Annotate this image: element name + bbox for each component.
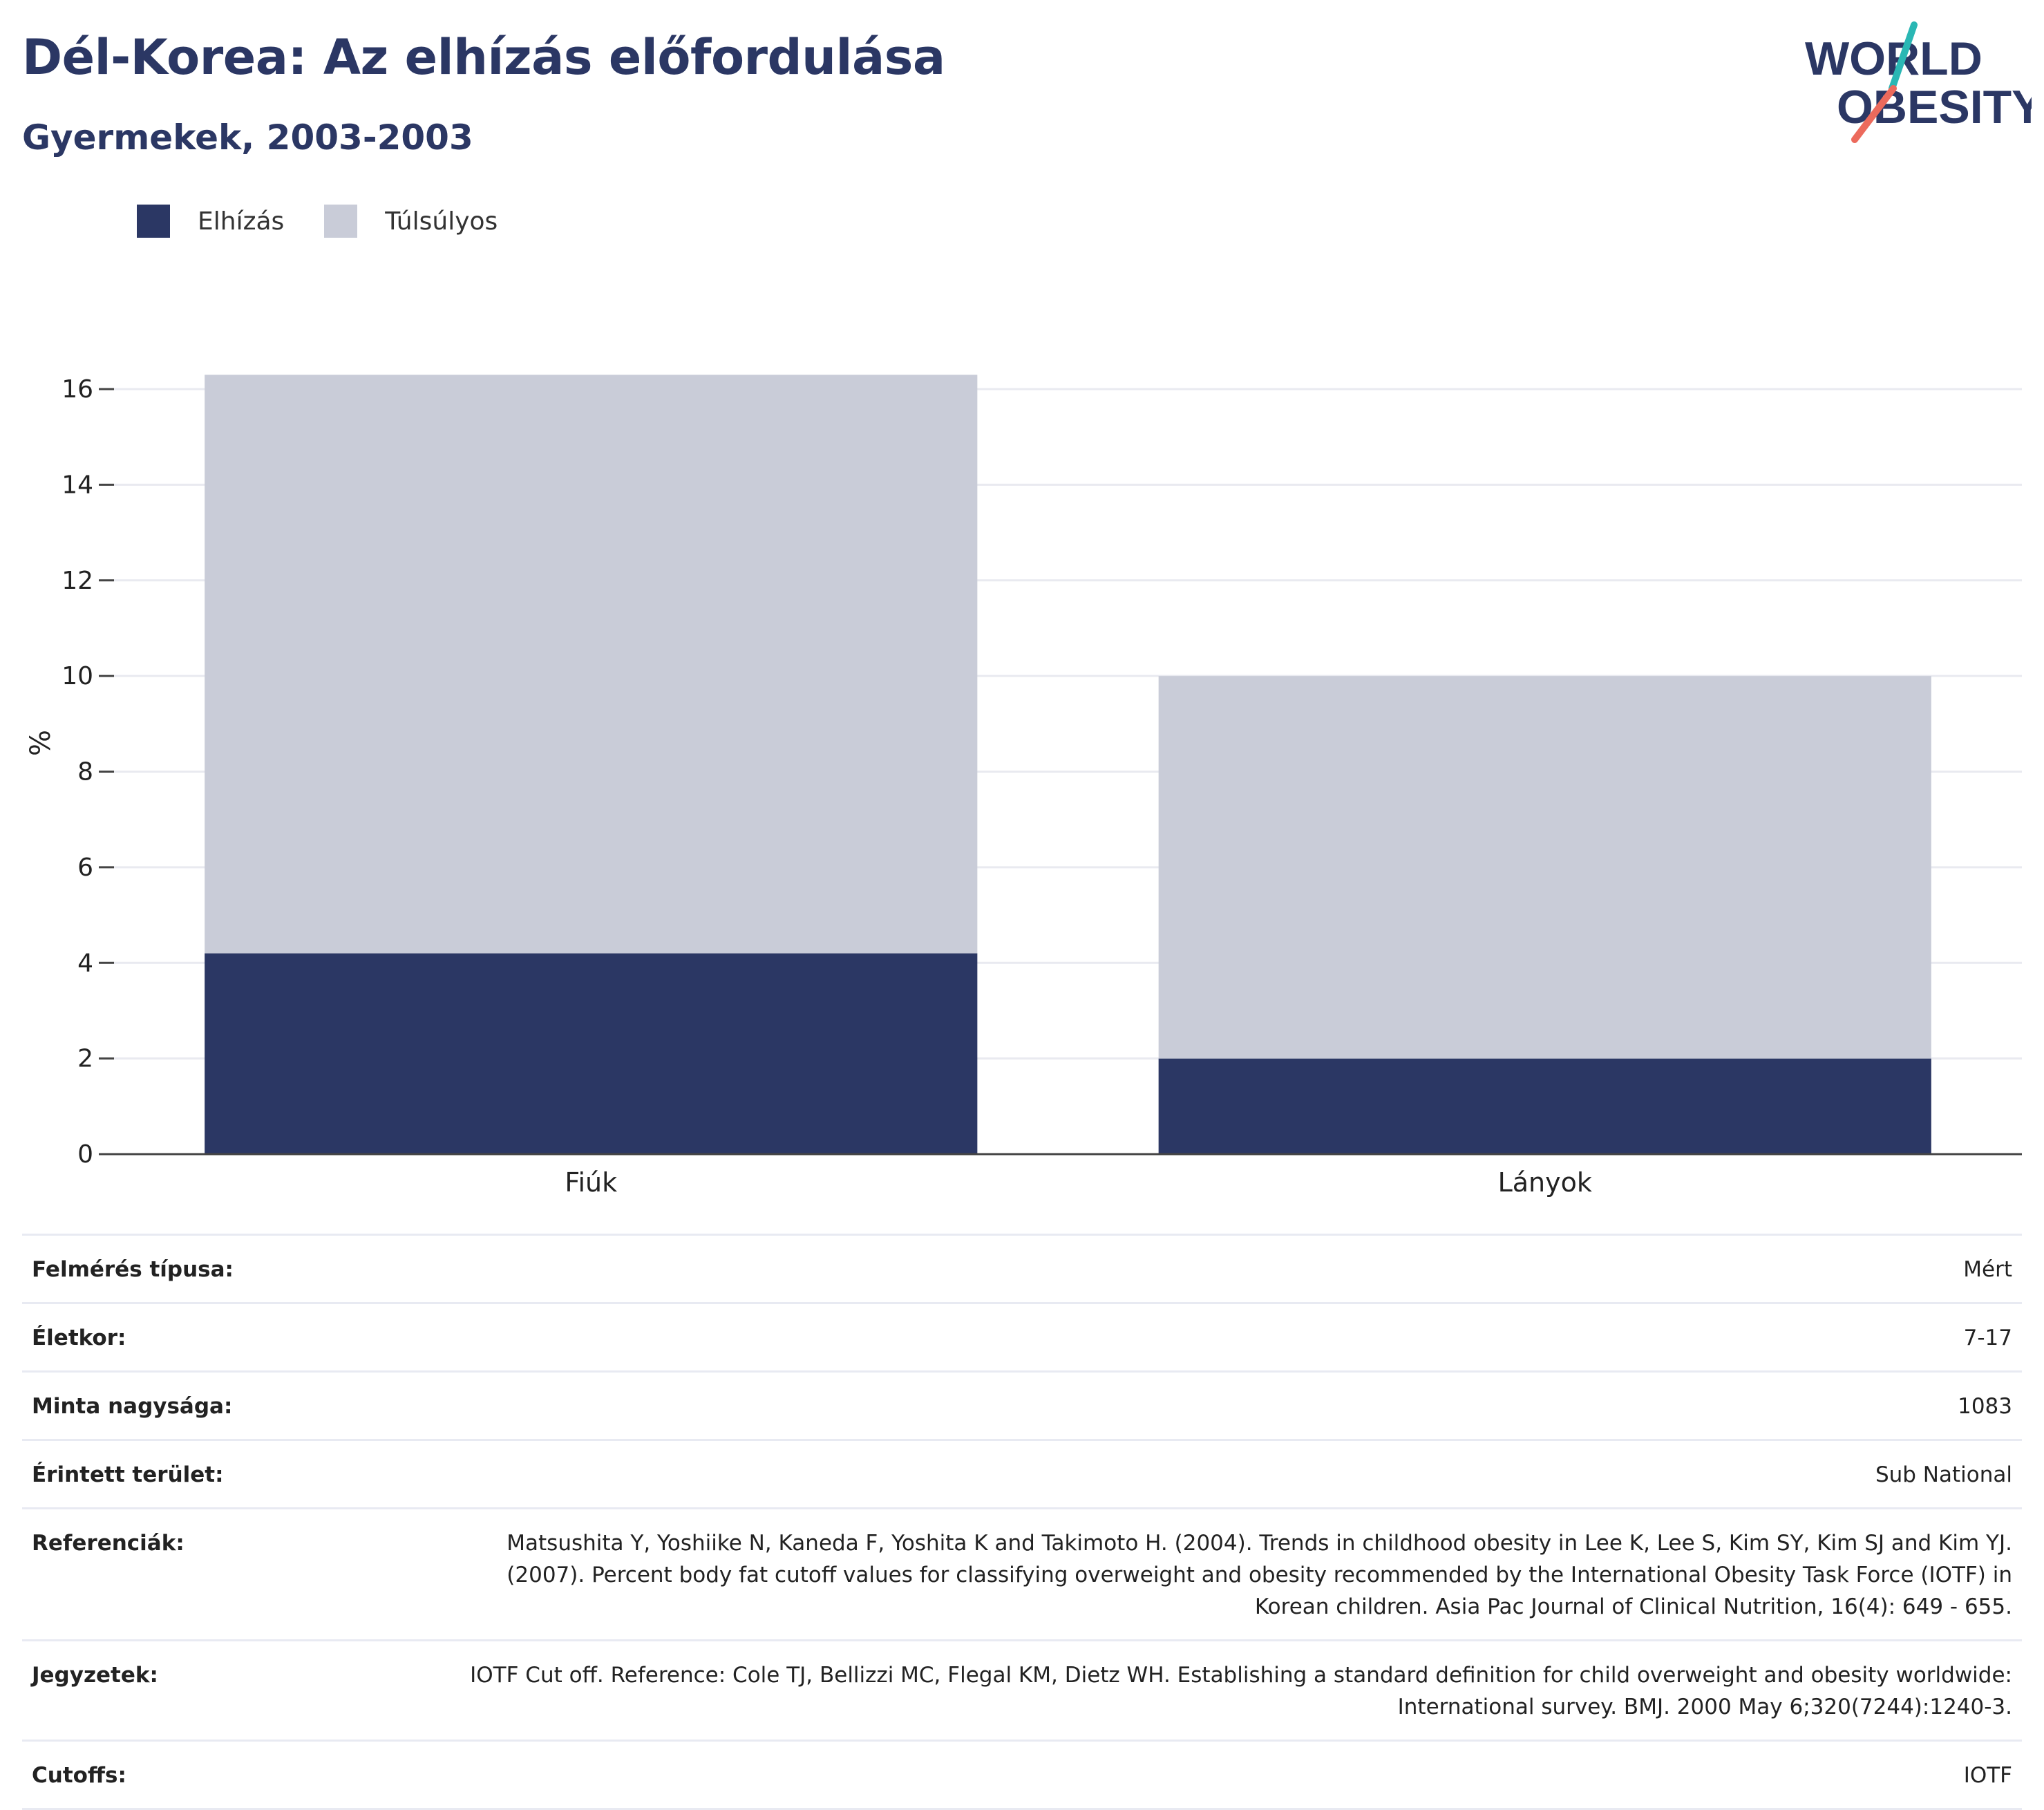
bar-obesity-boys bbox=[205, 953, 978, 1154]
y-tick-label: 14 bbox=[61, 471, 93, 499]
legend-label-obesity: Elhízás bbox=[198, 207, 285, 236]
detail-value-age: 7-17 bbox=[456, 1302, 2022, 1372]
table-row: Életkor: 7-17 bbox=[22, 1302, 2022, 1372]
detail-label-cutoffs: Cutoffs: bbox=[22, 1740, 456, 1810]
world-obesity-logo: WORLD OBESITY bbox=[1805, 21, 2032, 143]
detail-label-survey-type: Felmérés típusa: bbox=[22, 1234, 456, 1303]
y-tick-label: 0 bbox=[77, 1140, 93, 1169]
detail-label-sample-size: Minta nagysága: bbox=[22, 1370, 456, 1440]
logo-slash-teal bbox=[1889, 21, 1918, 92]
stacked-bar-chart: 0 2 4 6 8 10 12 14 16% Fiúk Lányok bbox=[25, 375, 2022, 1198]
legend-item-obesity[interactable]: Elhízás bbox=[137, 205, 284, 238]
detail-value-cutoffs: IOTF bbox=[456, 1740, 2022, 1810]
y-tick-label: 2 bbox=[77, 1045, 93, 1073]
detail-value-sample-size: 1083 bbox=[456, 1370, 2022, 1440]
x-tick-label: Fiúk bbox=[565, 1167, 617, 1198]
table-row: Referenciák: Matsushita Y, Yoshiike N, K… bbox=[22, 1507, 2022, 1641]
x-tick-label: Lányok bbox=[1498, 1167, 1592, 1198]
y-axis-label: % bbox=[25, 730, 57, 756]
detail-label-age: Életkor: bbox=[22, 1302, 456, 1372]
table-row: Érintett terület: Sub National bbox=[22, 1439, 2022, 1509]
detail-value-area: Sub National bbox=[456, 1439, 2022, 1509]
table-row: Jegyzetek: IOTF Cut off. Reference: Cole… bbox=[22, 1639, 2022, 1741]
y-tick-label: 10 bbox=[61, 662, 93, 690]
table-row: Minta nagysága: 1083 bbox=[22, 1370, 2022, 1440]
chart-legend: Elhízás Túlsúlyos bbox=[137, 205, 538, 238]
bar-overweight-boys bbox=[205, 375, 978, 954]
detail-label-notes: Jegyzetek: bbox=[22, 1639, 456, 1741]
chart-subtitle: Gyermekek, 2003-2003 bbox=[22, 117, 473, 158]
y-tick-label: 4 bbox=[77, 949, 93, 977]
detail-value-survey-type: Mért bbox=[456, 1234, 2022, 1303]
detail-value-references: Matsushita Y, Yoshiike N, Kaneda F, Yosh… bbox=[456, 1507, 2022, 1641]
survey-details-table: Felmérés típusa: Mért Életkor: 7-17 Mint… bbox=[22, 1234, 2022, 1810]
legend-label-overweight: Túlsúlyos bbox=[385, 207, 498, 236]
y-tick-label: 6 bbox=[77, 854, 93, 882]
bar-obesity-girls bbox=[1158, 1058, 1931, 1154]
table-row: Felmérés típusa: Mért bbox=[22, 1234, 2022, 1303]
legend-swatch-overweight bbox=[324, 205, 358, 238]
detail-label-area: Érintett terület: bbox=[22, 1439, 456, 1509]
legend-item-overweight[interactable]: Túlsúlyos bbox=[324, 205, 498, 238]
table-row: Cutoffs: IOTF bbox=[22, 1740, 2022, 1810]
y-tick-label: 12 bbox=[61, 567, 93, 595]
legend-swatch-obesity bbox=[137, 205, 170, 238]
detail-value-notes: IOTF Cut off. Reference: Cole TJ, Belliz… bbox=[456, 1639, 2022, 1741]
y-tick-label: 8 bbox=[77, 758, 93, 786]
logo-slash-coral bbox=[1851, 85, 1897, 143]
chart-title: Dél-Korea: Az elhízás előfordulása bbox=[22, 29, 945, 86]
detail-label-references: Referenciák: bbox=[22, 1507, 456, 1641]
y-tick-label: 16 bbox=[61, 375, 93, 404]
bar-overweight-girls bbox=[1158, 676, 1931, 1059]
